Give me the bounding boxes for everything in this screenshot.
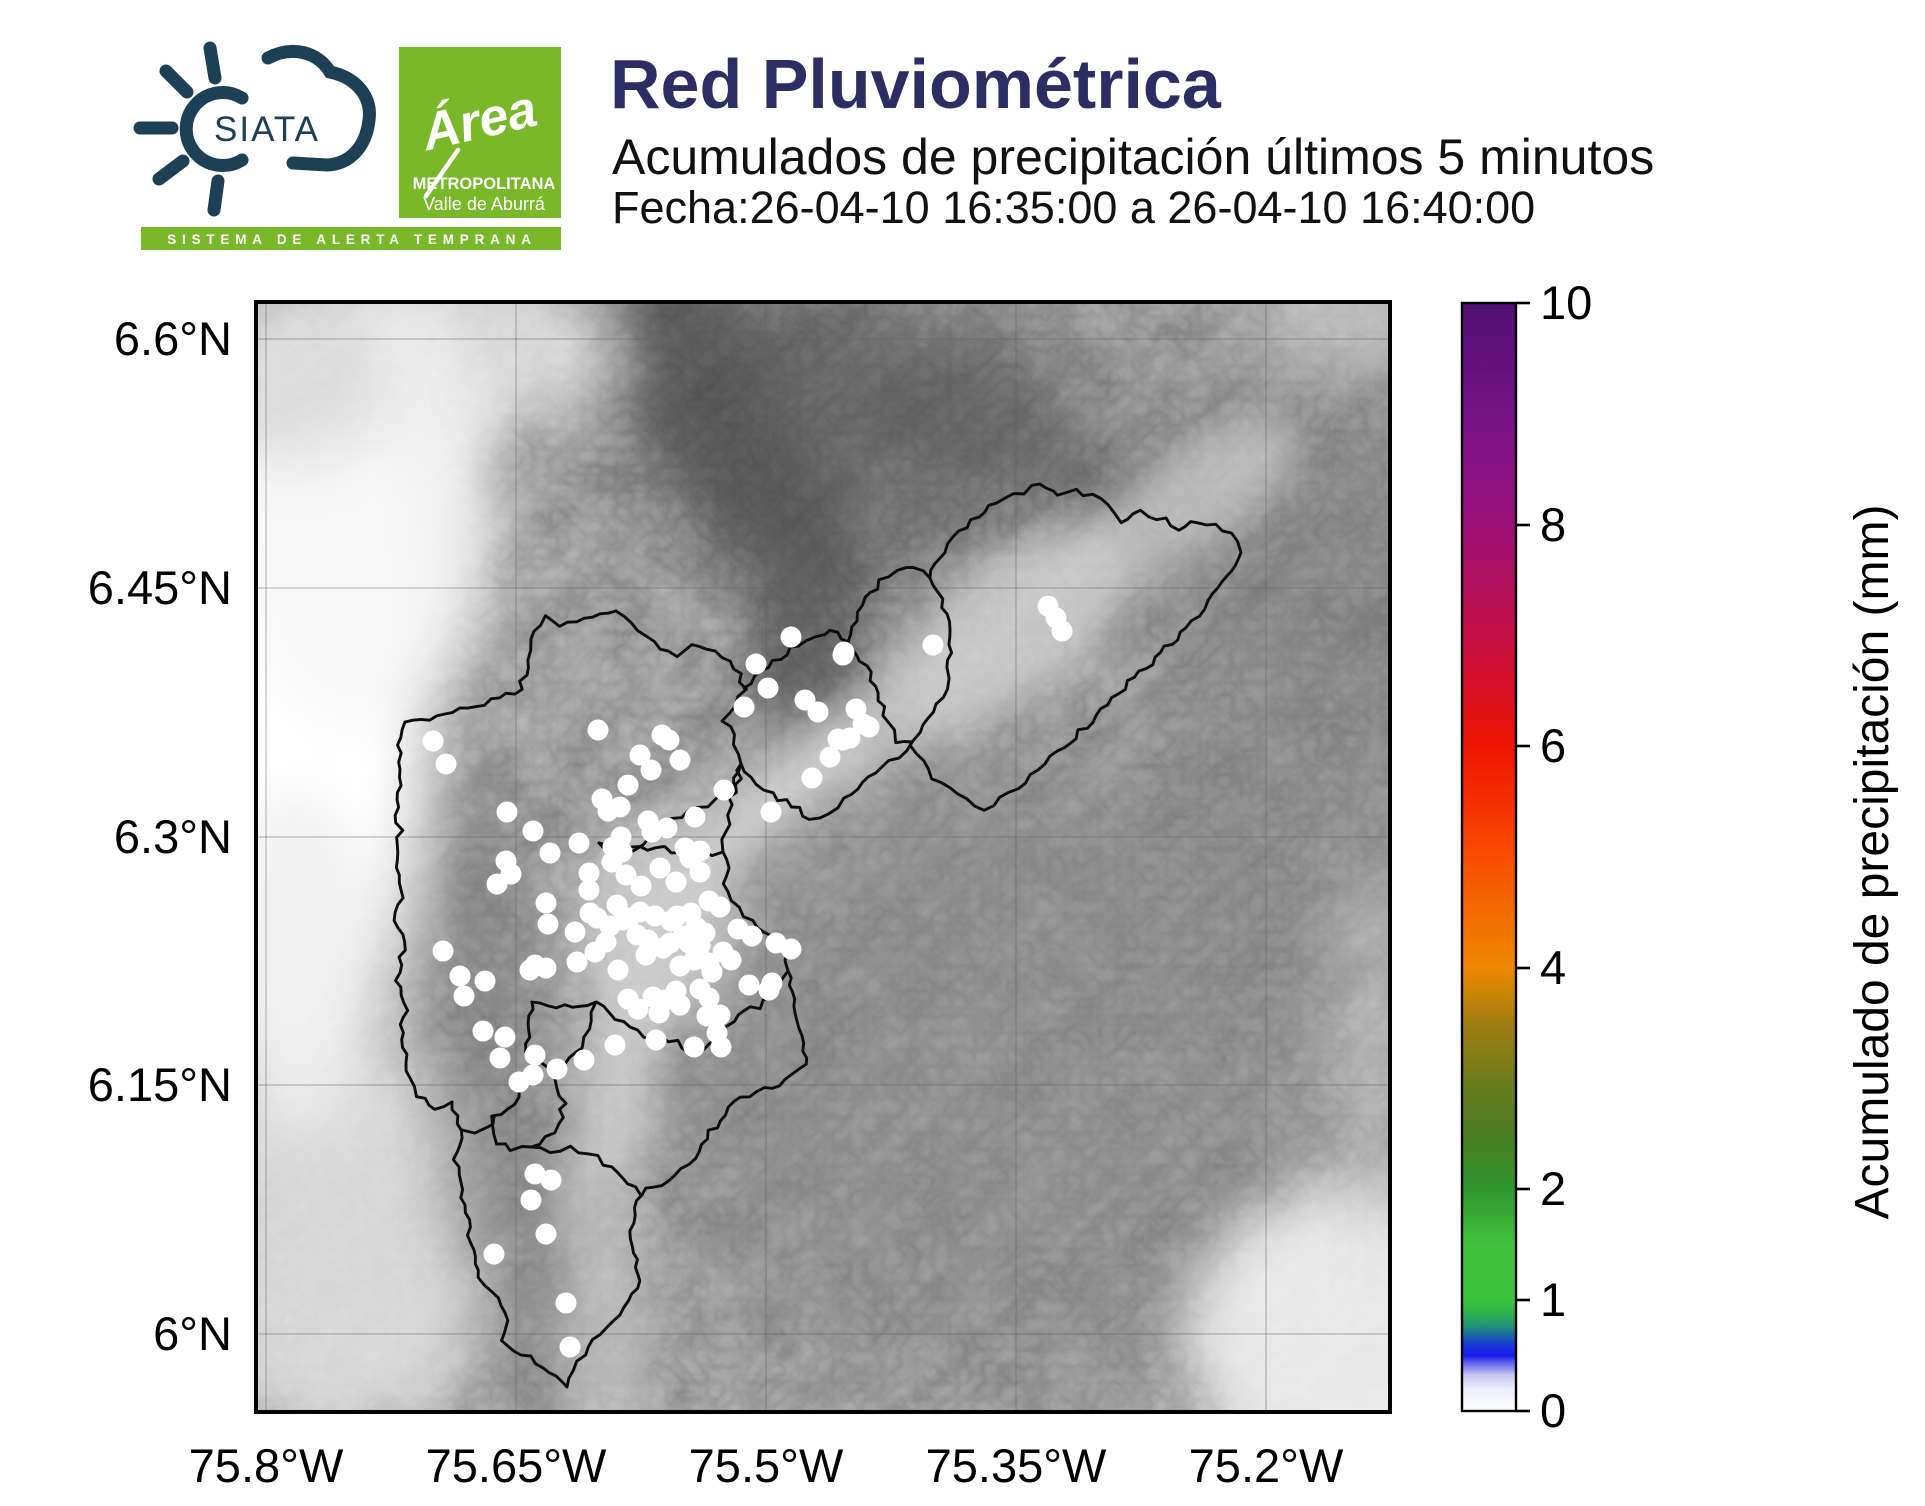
svg-text:2: 2	[1540, 1162, 1566, 1215]
svg-text:8: 8	[1540, 498, 1566, 551]
svg-text:6: 6	[1540, 719, 1566, 772]
svg-text:6.3°N: 6.3°N	[114, 810, 232, 863]
svg-text:75.8°W: 75.8°W	[189, 1439, 344, 1492]
svg-text:75.2°W: 75.2°W	[1189, 1439, 1344, 1492]
svg-text:Acumulados de precipitación úl: Acumulados de precipitación últimos 5 mi…	[612, 129, 1654, 185]
svg-text:1: 1	[1540, 1273, 1566, 1326]
svg-text:0: 0	[1540, 1384, 1566, 1437]
svg-text:Fecha:26-04-10 16:35:00 a 26-0: Fecha:26-04-10 16:35:00 a 26-04-10 16:40…	[612, 182, 1535, 233]
svg-text:6.6°N: 6.6°N	[114, 312, 232, 365]
svg-text:Red Pluviométrica: Red Pluviométrica	[610, 45, 1222, 123]
svg-text:METROPOLITANA: METROPOLITANA	[413, 175, 556, 193]
svg-text:6°N: 6°N	[153, 1307, 232, 1360]
svg-text:6.45°N: 6.45°N	[88, 561, 232, 614]
svg-text:10: 10	[1540, 276, 1592, 329]
svg-text:Valle de Aburrá: Valle de Aburrá	[423, 194, 546, 214]
svg-text:6.15°N: 6.15°N	[88, 1058, 232, 1111]
svg-text:SISTEMA DE ALERTA TEMPRANA: SISTEMA DE ALERTA TEMPRANA	[167, 232, 537, 247]
svg-text:75.5°W: 75.5°W	[689, 1439, 844, 1492]
svg-text:75.35°W: 75.35°W	[926, 1439, 1107, 1492]
svg-text:75.65°W: 75.65°W	[426, 1439, 607, 1492]
svg-text:Acumulado de precipitación (mm: Acumulado de precipitación (mm)	[1846, 505, 1899, 1220]
svg-text:4: 4	[1540, 941, 1566, 994]
svg-text:SIATA: SIATA	[214, 110, 320, 149]
